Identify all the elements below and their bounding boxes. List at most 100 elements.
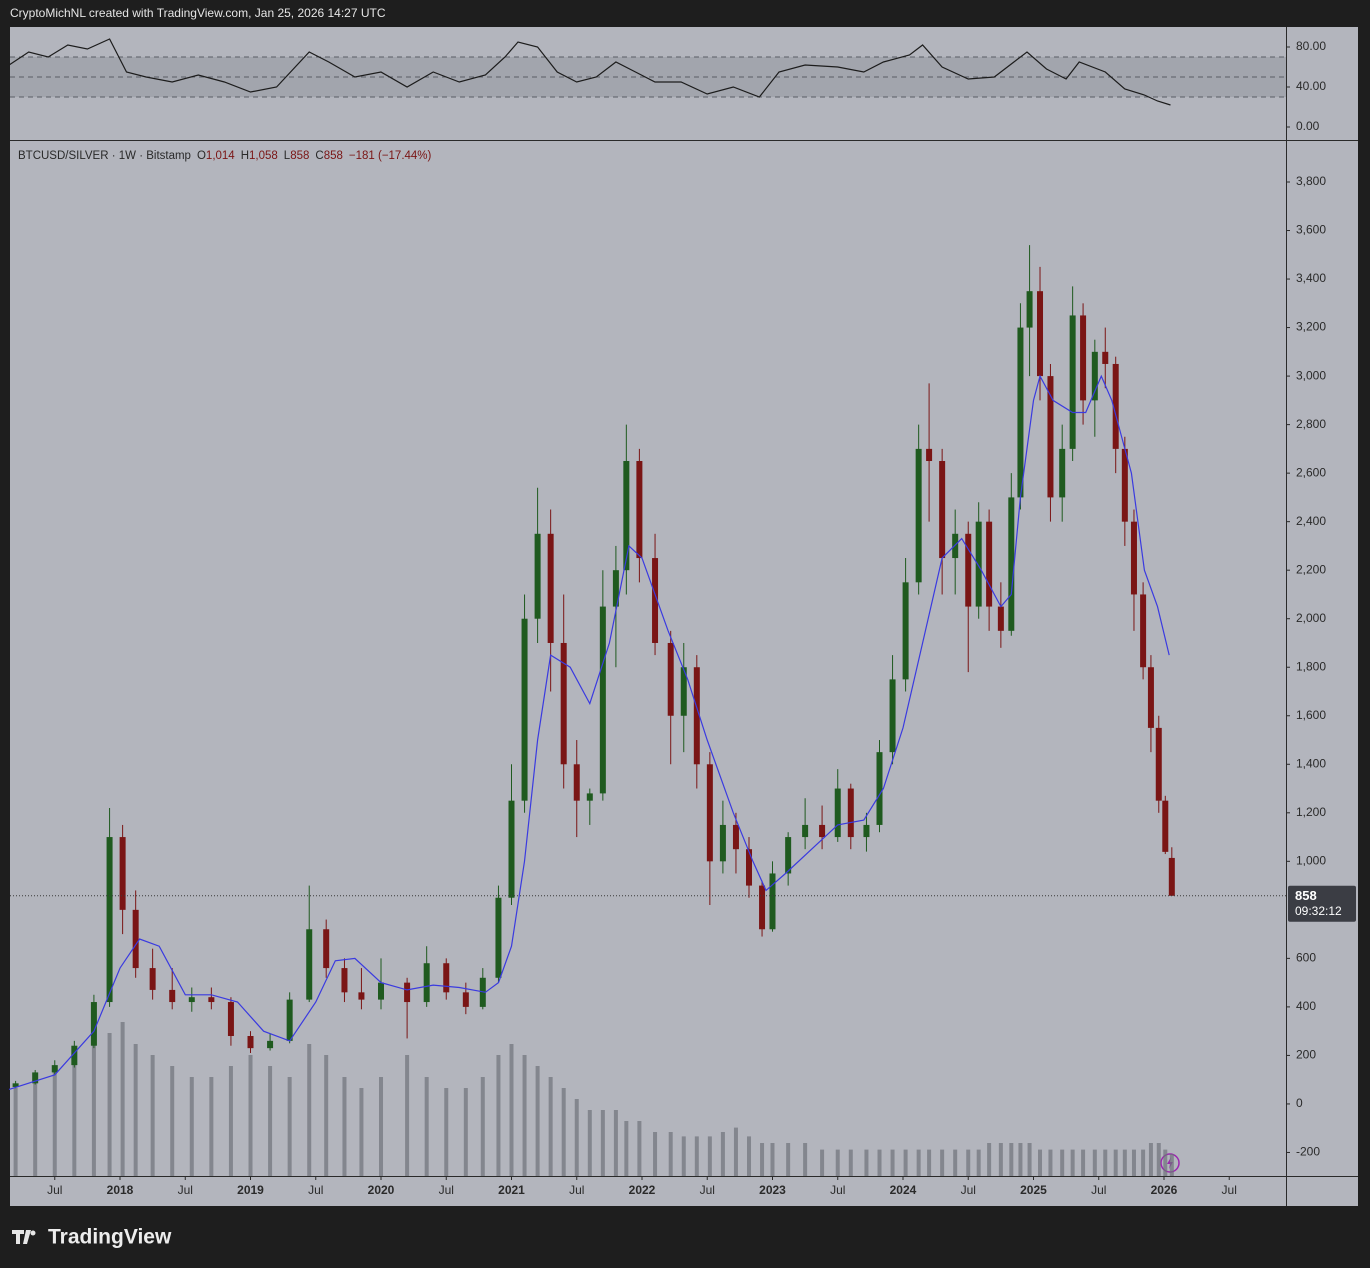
volume-bar <box>33 1077 38 1176</box>
volume-bar <box>720 1132 725 1176</box>
x-tick-label: 2019 <box>237 1183 264 1197</box>
candle-body <box>51 1065 58 1073</box>
y-tick-label: 3,000 <box>1296 368 1326 382</box>
volume-bar <box>1048 1149 1053 1176</box>
volume-bar <box>480 1077 485 1176</box>
volume-bar <box>1113 1149 1118 1176</box>
candle-body <box>732 824 739 850</box>
candle-body <box>1162 800 1169 852</box>
y-tick-label: 400 <box>1296 999 1316 1013</box>
candle-body <box>636 461 643 559</box>
x-tick-label: Jul <box>308 1183 323 1197</box>
candle-body <box>769 873 776 930</box>
legend-key: L <box>284 150 291 162</box>
volume-bar <box>1131 1149 1136 1176</box>
candle-body <box>149 968 156 990</box>
x-tick-label: Jul <box>569 1183 584 1197</box>
candle-body <box>819 824 826 838</box>
candle-body <box>939 461 946 559</box>
volume-bar <box>976 1149 981 1176</box>
y-tick-label: 3,800 <box>1296 174 1326 188</box>
volume-bar <box>120 1022 125 1176</box>
candle-body <box>547 533 554 643</box>
volume-bar <box>287 1077 292 1176</box>
x-tick-label: Jul <box>830 1183 845 1197</box>
last-price-label: 858 <box>1295 888 1317 903</box>
x-tick-label: Jul <box>1222 1183 1237 1197</box>
volume-bar <box>359 1088 364 1176</box>
candle-body <box>586 793 593 801</box>
rsi-tick-label: 80.00 <box>1296 39 1326 53</box>
candle-body <box>623 461 630 571</box>
volume-bar <box>803 1143 808 1176</box>
candle-body <box>889 679 896 753</box>
volume-bar <box>637 1121 642 1176</box>
candle-body <box>573 764 580 801</box>
candle-body <box>1080 315 1087 401</box>
candle-body <box>323 929 330 969</box>
volume-bar <box>681 1136 686 1176</box>
volume-bar <box>52 1066 57 1176</box>
volume-bar <box>1092 1149 1097 1176</box>
candle-body <box>652 558 659 643</box>
volume-bar <box>13 1088 18 1176</box>
volume-bar <box>496 1055 501 1176</box>
y-tick-label: 1,800 <box>1296 659 1326 673</box>
volume-bar <box>170 1066 175 1176</box>
candle-body <box>423 963 430 1003</box>
volume-bar <box>1081 1149 1086 1176</box>
candle-body <box>746 849 753 886</box>
volume-bar <box>600 1110 605 1176</box>
candle-body <box>876 752 883 825</box>
volume-bar <box>561 1088 566 1176</box>
header-text: CryptoMichNL created with TradingView.co… <box>10 6 386 20</box>
candle-body <box>508 800 515 898</box>
x-tick-label: Jul <box>700 1183 715 1197</box>
volume-bar <box>916 1149 921 1176</box>
x-tick-label: 2021 <box>498 1183 525 1197</box>
volume-bar <box>522 1055 527 1176</box>
candle-body <box>834 788 841 838</box>
candle-body <box>1102 351 1109 364</box>
candle-body <box>119 837 126 910</box>
candle-body <box>1091 351 1098 401</box>
candle-body <box>1130 521 1137 595</box>
volume-bar <box>72 1055 77 1176</box>
volume-bar <box>760 1143 765 1176</box>
candle-body <box>785 837 792 874</box>
volume-bar <box>379 1077 384 1176</box>
tradingview-logo: TradingView <box>12 1226 172 1249</box>
candle-body <box>915 448 922 583</box>
x-tick-label: Jul <box>961 1183 976 1197</box>
candle-body <box>71 1045 78 1066</box>
candle-body <box>378 982 385 1000</box>
volume-bar <box>548 1077 553 1176</box>
y-tick-label: 2,400 <box>1296 514 1326 528</box>
legend-value: 858 <box>290 150 309 162</box>
candle-body <box>1059 448 1066 498</box>
volume-bar <box>624 1121 629 1176</box>
candle-body <box>12 1083 19 1087</box>
candle-body <box>1047 376 1054 498</box>
volume-bar <box>653 1132 658 1176</box>
y-tick-label: 2,600 <box>1296 465 1326 479</box>
volume-bar <box>189 1077 194 1176</box>
candle-body <box>1112 363 1119 449</box>
brand: TradingView <box>48 1226 172 1249</box>
x-tick-label: 2023 <box>759 1183 786 1197</box>
volume-bar <box>903 1149 908 1176</box>
last-price-tag <box>1288 885 1356 922</box>
legend-value: 1,058 <box>249 150 278 162</box>
y-tick-label: 0 <box>1296 1096 1303 1110</box>
x-tick-label: 2020 <box>368 1183 395 1197</box>
candle-body <box>1017 327 1024 498</box>
volume-bar <box>890 1149 895 1176</box>
candle-body <box>267 1040 274 1049</box>
candle-body <box>208 997 215 1003</box>
candle-body <box>404 982 411 1003</box>
volume-bar <box>107 1033 112 1176</box>
candle-body <box>997 606 1004 631</box>
candle-body <box>462 992 469 1007</box>
